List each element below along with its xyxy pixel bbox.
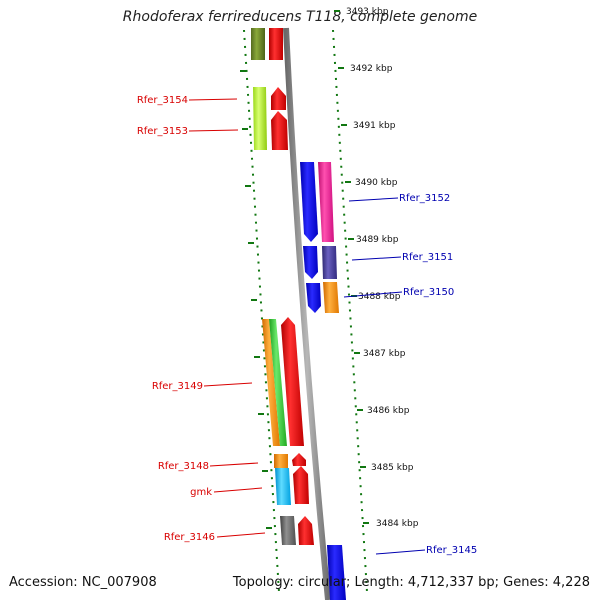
gene-red-3154[interactable] [271, 87, 286, 110]
gene-gray-3146[interactable] [280, 516, 296, 545]
gene-blue-3145[interactable] [327, 545, 346, 600]
tick-marks-left [240, 70, 272, 529]
topology-text: Topology: circular; Length: 4,712,337 bp… [232, 575, 590, 590]
gene-blue-3150[interactable] [306, 283, 321, 313]
gene-label[interactable]: Rfer_3153 [137, 126, 188, 137]
scale-label: 3487 kbp [363, 349, 406, 359]
gene-orange-3149[interactable] [262, 319, 280, 446]
scale-labels: 3493 kbp 3492 kbp 3491 kbp 3490 kbp 3489… [346, 7, 419, 529]
gene-olive-top[interactable] [251, 28, 265, 60]
scale-label: 3484 kbp [376, 519, 419, 529]
scale-label: 3492 kbp [350, 64, 393, 74]
gene-cyan-gmk[interactable] [275, 468, 291, 505]
leader-lines-right [343, 197, 426, 555]
gene-red-3149[interactable] [281, 317, 304, 446]
gene-blue-3152[interactable] [300, 162, 318, 242]
scale-label: 3489 kbp [356, 235, 399, 245]
gene-red-3153[interactable] [271, 111, 288, 150]
gene-label[interactable]: Rfer_3152 [399, 193, 450, 204]
scale-label: 3488 kbp [358, 292, 401, 302]
gene-label[interactable]: Rfer_3150 [403, 287, 454, 298]
scale-label: 3485 kbp [371, 463, 414, 473]
gene-red-gmk[interactable] [293, 466, 309, 504]
gene-labels-right: Rfer_3152 Rfer_3151 Rfer_3150 Rfer_3145 [399, 193, 477, 556]
tick-marks-right [334, 10, 369, 524]
gene-label[interactable]: Rfer_3149 [152, 381, 203, 392]
gene-blue-3151[interactable] [303, 246, 318, 279]
scale-label: 3491 kbp [353, 121, 396, 131]
scale-label: 3486 kbp [367, 406, 410, 416]
genome-backbone [283, 27, 331, 600]
gene-slate-3151[interactable] [322, 246, 337, 279]
gene-lime-3154[interactable] [253, 87, 267, 150]
gene-label[interactable]: Rfer_3146 [164, 532, 215, 543]
gene-orange-3148[interactable] [274, 454, 288, 468]
gene-label[interactable]: gmk [190, 487, 212, 498]
gene-label[interactable]: Rfer_3145 [426, 545, 477, 556]
gene-orange-3150[interactable] [323, 282, 339, 313]
outer-dotted-guide-left [243, 29, 280, 593]
gene-labels-left: Rfer_3154 Rfer_3153 Rfer_3149 Rfer_3148 … [137, 95, 215, 543]
gene-red-3148[interactable] [292, 453, 306, 466]
scale-label: 3490 kbp [355, 178, 398, 188]
gene-red-3146[interactable] [298, 516, 314, 545]
gene-green-3149[interactable] [269, 319, 287, 446]
gene-label[interactable]: Rfer_3154 [137, 95, 188, 106]
map-title: Rhodoferax ferrireducens T118, complete … [122, 9, 478, 25]
scale-label: 3493 kbp [346, 7, 389, 17]
gene-label[interactable]: Rfer_3148 [158, 461, 209, 472]
accession-text: Accession: NC_007908 [9, 575, 157, 590]
leader-lines-left [188, 98, 266, 538]
outer-dotted-guide-right [332, 29, 368, 593]
gene-magenta-3152[interactable] [318, 162, 334, 242]
gene-label[interactable]: Rfer_3151 [402, 252, 453, 263]
gene-red-top[interactable] [269, 28, 283, 60]
